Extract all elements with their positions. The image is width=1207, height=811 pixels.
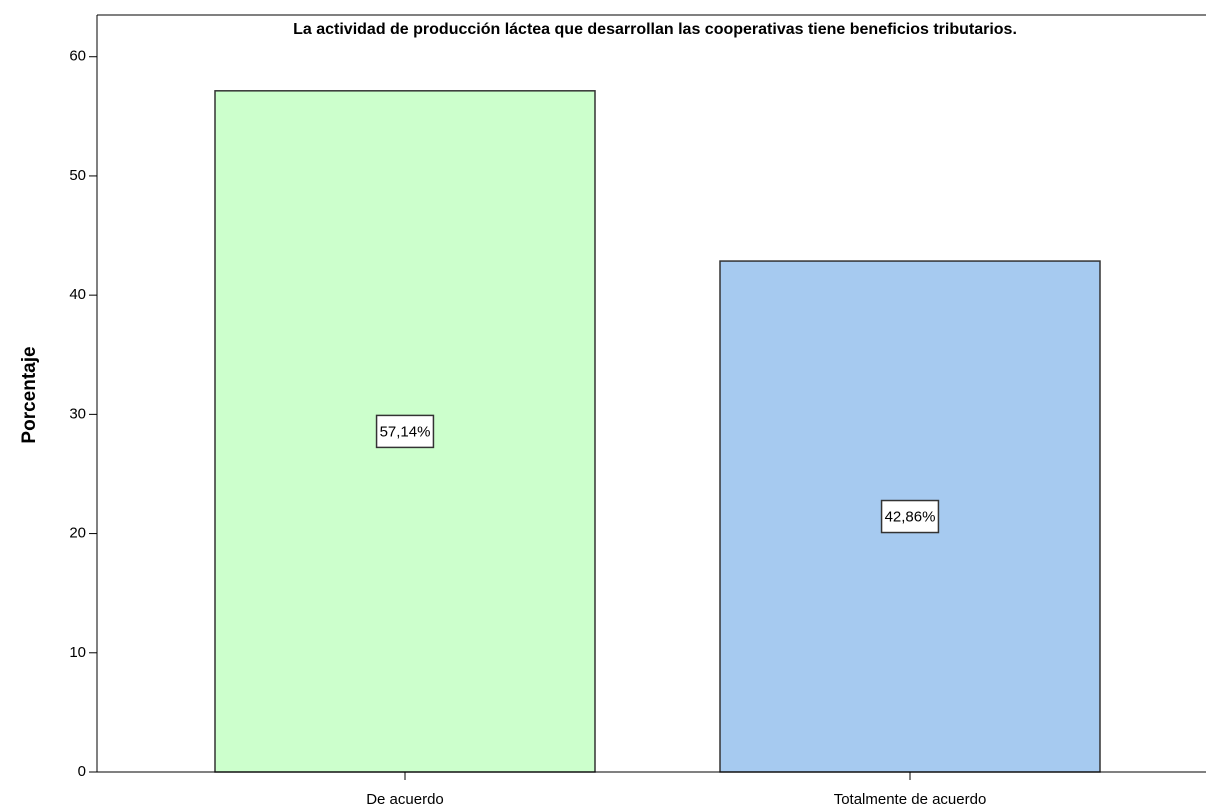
- x-tick-label: De acuerdo: [366, 791, 444, 808]
- value-label: 57,14%: [380, 423, 431, 440]
- y-tick-label: 0: [78, 763, 86, 780]
- value-label-box: [375, 414, 435, 449]
- y-tick-label: 50: [69, 167, 86, 184]
- y-tick-label: 60: [69, 48, 86, 65]
- bar: [214, 90, 596, 773]
- y-tick-label: 10: [69, 644, 86, 661]
- value-label-box: [880, 499, 940, 534]
- value-label: 42,86%: [885, 508, 936, 525]
- x-tick-label: Totalmente de acuerdo: [834, 791, 987, 808]
- chart-title: La actividad de producción láctea que de…: [293, 21, 1017, 38]
- y-tick-label: 30: [69, 405, 86, 422]
- y-tick-label: 20: [69, 525, 86, 542]
- y-axis-label: Porcentaje: [19, 346, 40, 443]
- y-tick-label: 40: [69, 286, 86, 303]
